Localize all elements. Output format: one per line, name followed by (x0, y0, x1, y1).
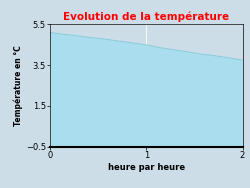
Title: Evolution de la température: Evolution de la température (63, 12, 229, 22)
X-axis label: heure par heure: heure par heure (108, 163, 185, 172)
Y-axis label: Température en °C: Température en °C (14, 45, 23, 126)
